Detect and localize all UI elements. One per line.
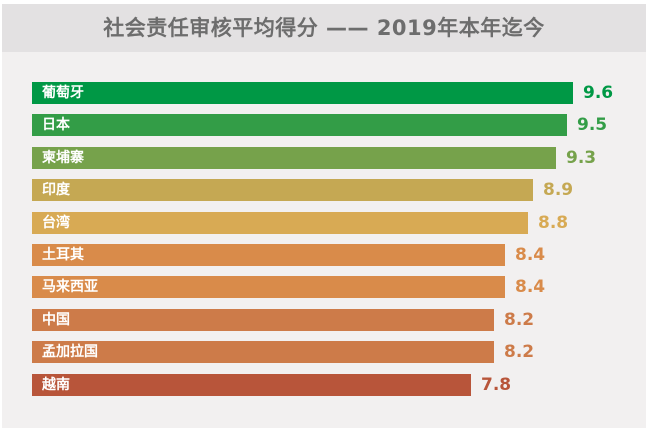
chart-frame: 社会责任审核平均得分 —— 2019年本年迄今 葡萄牙 9.6 日本 9.5 柬埔寨 9.… xyxy=(2,4,646,428)
bar: 中国 xyxy=(32,308,494,331)
bar-value-label: 8.2 xyxy=(504,309,535,330)
bar-category-label: 印度 xyxy=(42,182,70,199)
bar-value-label: 7.8 xyxy=(481,374,512,395)
bar: 孟加拉国 xyxy=(32,341,494,364)
chart-title: 社会责任审核平均得分 —— 2019年本年迄今 xyxy=(103,16,545,40)
bar-category-label: 土耳其 xyxy=(42,247,84,263)
bar: 土耳其 xyxy=(32,244,505,266)
bar-category-label: 越南 xyxy=(42,376,70,393)
bar-value-label: 9.6 xyxy=(583,83,614,103)
bar-category-label: 葡萄牙 xyxy=(42,85,84,101)
bar-category-label: 中国 xyxy=(42,311,70,328)
bar: 马来西亚 xyxy=(32,276,505,299)
bar: 越南 xyxy=(32,373,471,396)
bar-value-label: 8.2 xyxy=(504,342,535,363)
bar-value-label: 8.9 xyxy=(543,180,574,201)
bar: 台湾 xyxy=(32,211,528,234)
bar-category-label: 柬埔寨 xyxy=(42,149,84,166)
chart-header: 社会责任审核平均得分 —— 2019年本年迄今 xyxy=(2,4,646,52)
bar-category-label: 马来西亚 xyxy=(42,279,98,296)
bar: 柬埔寨 xyxy=(32,146,556,169)
bar-value-label: 9.5 xyxy=(577,115,608,136)
bar: 印度 xyxy=(32,179,533,202)
bar-category-label: 日本 xyxy=(42,117,70,134)
bar-value-label: 8.4 xyxy=(515,245,546,265)
bar-value-label: 8.4 xyxy=(515,277,546,298)
bar: 日本 xyxy=(32,114,567,137)
bar-value-label: 8.8 xyxy=(538,212,569,233)
bar-category-label: 孟加拉国 xyxy=(42,344,98,361)
bar: 葡萄牙 xyxy=(32,82,573,104)
bar-value-label: 9.3 xyxy=(566,147,597,168)
bar-category-label: 台湾 xyxy=(42,214,70,231)
